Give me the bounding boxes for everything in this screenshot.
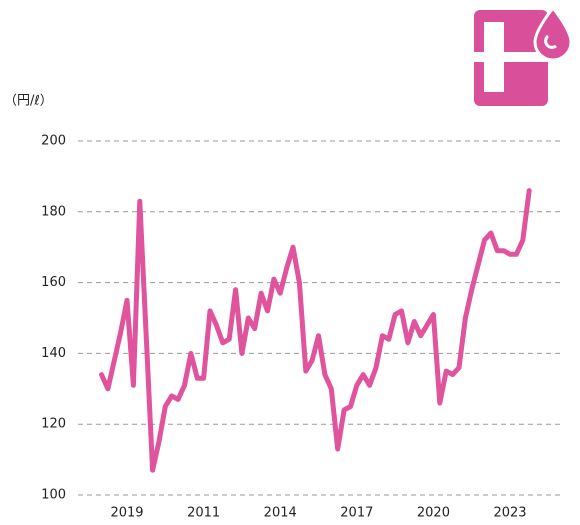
y-tick-label: 180 <box>41 204 66 219</box>
y-tick-label: 100 <box>41 488 66 503</box>
x-tick-label: 2014 <box>264 506 297 521</box>
y-tick-label: 140 <box>41 346 66 361</box>
y-tick-label: 200 <box>41 134 66 149</box>
price-line <box>99 188 532 473</box>
x-tick-label: 2023 <box>493 506 526 521</box>
x-tick-label: 2019 <box>110 506 143 521</box>
x-tick-label: 2011 <box>187 506 220 521</box>
x-tick-label: 2017 <box>340 506 373 521</box>
y-tick-label: 160 <box>41 275 66 290</box>
x-tick-label: 2020 <box>417 506 450 521</box>
fuel-icon <box>470 5 573 106</box>
y-axis-label: （円/ℓ） <box>4 94 53 109</box>
y-tick-label: 120 <box>41 417 66 432</box>
